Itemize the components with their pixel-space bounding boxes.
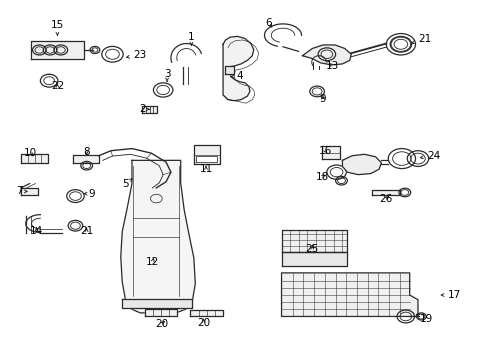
Text: 11: 11 (199, 164, 213, 174)
Polygon shape (224, 66, 234, 73)
Polygon shape (21, 188, 38, 195)
Polygon shape (372, 190, 400, 195)
Polygon shape (21, 154, 48, 163)
Text: 10: 10 (24, 148, 37, 158)
Text: 22: 22 (51, 81, 64, 91)
Text: 6: 6 (265, 18, 272, 28)
Text: 25: 25 (306, 244, 319, 253)
Text: 1: 1 (188, 32, 195, 45)
Text: 5: 5 (122, 179, 132, 189)
Text: 23: 23 (126, 50, 147, 60)
Text: 21: 21 (412, 34, 432, 44)
Polygon shape (196, 156, 217, 162)
Text: 21: 21 (80, 226, 93, 236)
Text: 15: 15 (51, 19, 64, 35)
Polygon shape (74, 155, 99, 163)
Text: 12: 12 (146, 257, 159, 267)
Text: 9: 9 (84, 189, 95, 199)
Polygon shape (194, 145, 220, 164)
Text: 13: 13 (326, 62, 339, 71)
Polygon shape (343, 154, 381, 175)
Polygon shape (121, 160, 196, 313)
Text: 20: 20 (156, 319, 169, 329)
Polygon shape (223, 36, 254, 101)
Text: 19: 19 (416, 314, 433, 324)
Polygon shape (282, 273, 418, 316)
Polygon shape (142, 107, 157, 113)
Text: 8: 8 (83, 147, 90, 157)
Text: 2: 2 (139, 104, 149, 114)
Polygon shape (122, 298, 193, 308)
Text: 14: 14 (30, 226, 43, 236)
Polygon shape (145, 309, 177, 316)
Polygon shape (282, 252, 347, 266)
Polygon shape (30, 41, 84, 59)
Polygon shape (322, 146, 340, 159)
Text: 18: 18 (316, 172, 329, 182)
Text: 16: 16 (319, 146, 332, 156)
Text: 24: 24 (420, 151, 441, 161)
Polygon shape (282, 230, 347, 252)
Text: 17: 17 (441, 290, 461, 300)
Text: 26: 26 (380, 194, 393, 203)
Text: 4: 4 (231, 71, 244, 81)
Text: 9: 9 (319, 94, 326, 104)
Text: 7: 7 (17, 186, 27, 197)
Polygon shape (191, 310, 223, 316)
Text: 3: 3 (164, 68, 171, 81)
Polygon shape (302, 45, 351, 65)
Text: 20: 20 (197, 318, 210, 328)
